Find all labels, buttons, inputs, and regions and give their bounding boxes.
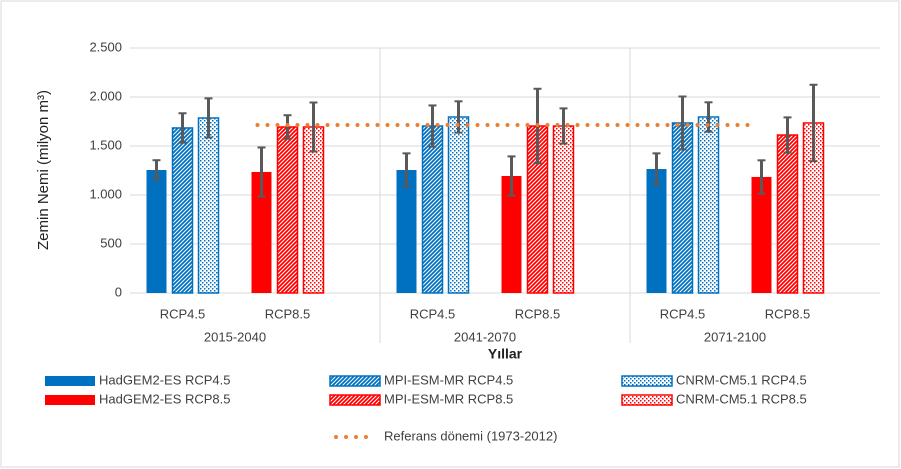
error-bar — [178, 112, 187, 144]
error-bar — [757, 159, 766, 195]
legend-swatch — [329, 394, 381, 406]
error-bar — [678, 95, 687, 151]
x-tick-label: RCP4.5 — [410, 306, 456, 321]
x-tick-label: RCP8.5 — [765, 306, 811, 321]
legend-label: CNRM-CM5.1 RCP8.5 — [676, 391, 807, 406]
legend-label: MPI-ESM-MR RCP4.5 — [384, 372, 513, 387]
bar — [197, 117, 220, 294]
x-tick-label: RCP8.5 — [515, 306, 561, 321]
error-bar — [559, 107, 568, 145]
error-bar — [428, 104, 437, 148]
y-tick-label: 0 — [115, 284, 122, 299]
error-bar — [402, 152, 411, 188]
bar — [697, 116, 720, 294]
y-tick-label: 1.500 — [89, 137, 122, 152]
bar — [421, 125, 444, 294]
error-bar — [704, 101, 713, 133]
error-bar — [204, 97, 213, 139]
bar — [552, 125, 575, 294]
legend-swatch — [45, 376, 95, 386]
bar — [171, 127, 194, 294]
bar — [646, 169, 667, 293]
error-bar — [309, 101, 318, 153]
error-bar — [652, 152, 661, 186]
bar — [447, 116, 470, 294]
bar — [146, 170, 167, 293]
error-bar — [257, 146, 266, 198]
y-tick-label: 2.500 — [89, 39, 122, 54]
y-tick-label: 500 — [100, 235, 122, 250]
legend-swatch — [621, 394, 673, 406]
x-tick-label: RCP4.5 — [160, 306, 206, 321]
legend-label: Referans dönemi (1973-2012) — [384, 428, 557, 443]
y-tick-label: 1.000 — [89, 186, 122, 201]
error-bar — [809, 83, 818, 163]
y-axis-title: Zemin Nemi (milyon m³) — [35, 90, 52, 250]
group-label: 2041-2070 — [454, 329, 516, 344]
bar — [501, 175, 522, 293]
group-label: 2015-2040 — [204, 329, 266, 344]
legend-label: HadGEM2-ES RCP8.5 — [99, 391, 231, 406]
legend-label: HadGEM2-ES RCP4.5 — [99, 372, 231, 387]
x-axis-title: Yıllar — [488, 346, 523, 362]
bar — [776, 134, 799, 294]
legend-swatch — [329, 375, 381, 387]
error-bar — [454, 100, 463, 134]
legend-swatch — [45, 395, 95, 405]
x-tick-label: RCP4.5 — [660, 306, 706, 321]
error-bar — [152, 159, 161, 181]
legend-swatch — [621, 375, 673, 387]
bar — [751, 176, 772, 293]
y-tick-label: 2.000 — [89, 88, 122, 103]
legend-label: MPI-ESM-MR RCP8.5 — [384, 391, 513, 406]
error-bar — [507, 155, 516, 197]
x-tick-label: RCP8.5 — [265, 306, 311, 321]
bar — [251, 171, 272, 293]
bar — [276, 126, 299, 294]
legend-label: CNRM-CM5.1 RCP4.5 — [676, 372, 807, 387]
error-bar — [783, 116, 792, 154]
group-label: 2071-2100 — [704, 329, 766, 344]
bar — [396, 170, 417, 293]
